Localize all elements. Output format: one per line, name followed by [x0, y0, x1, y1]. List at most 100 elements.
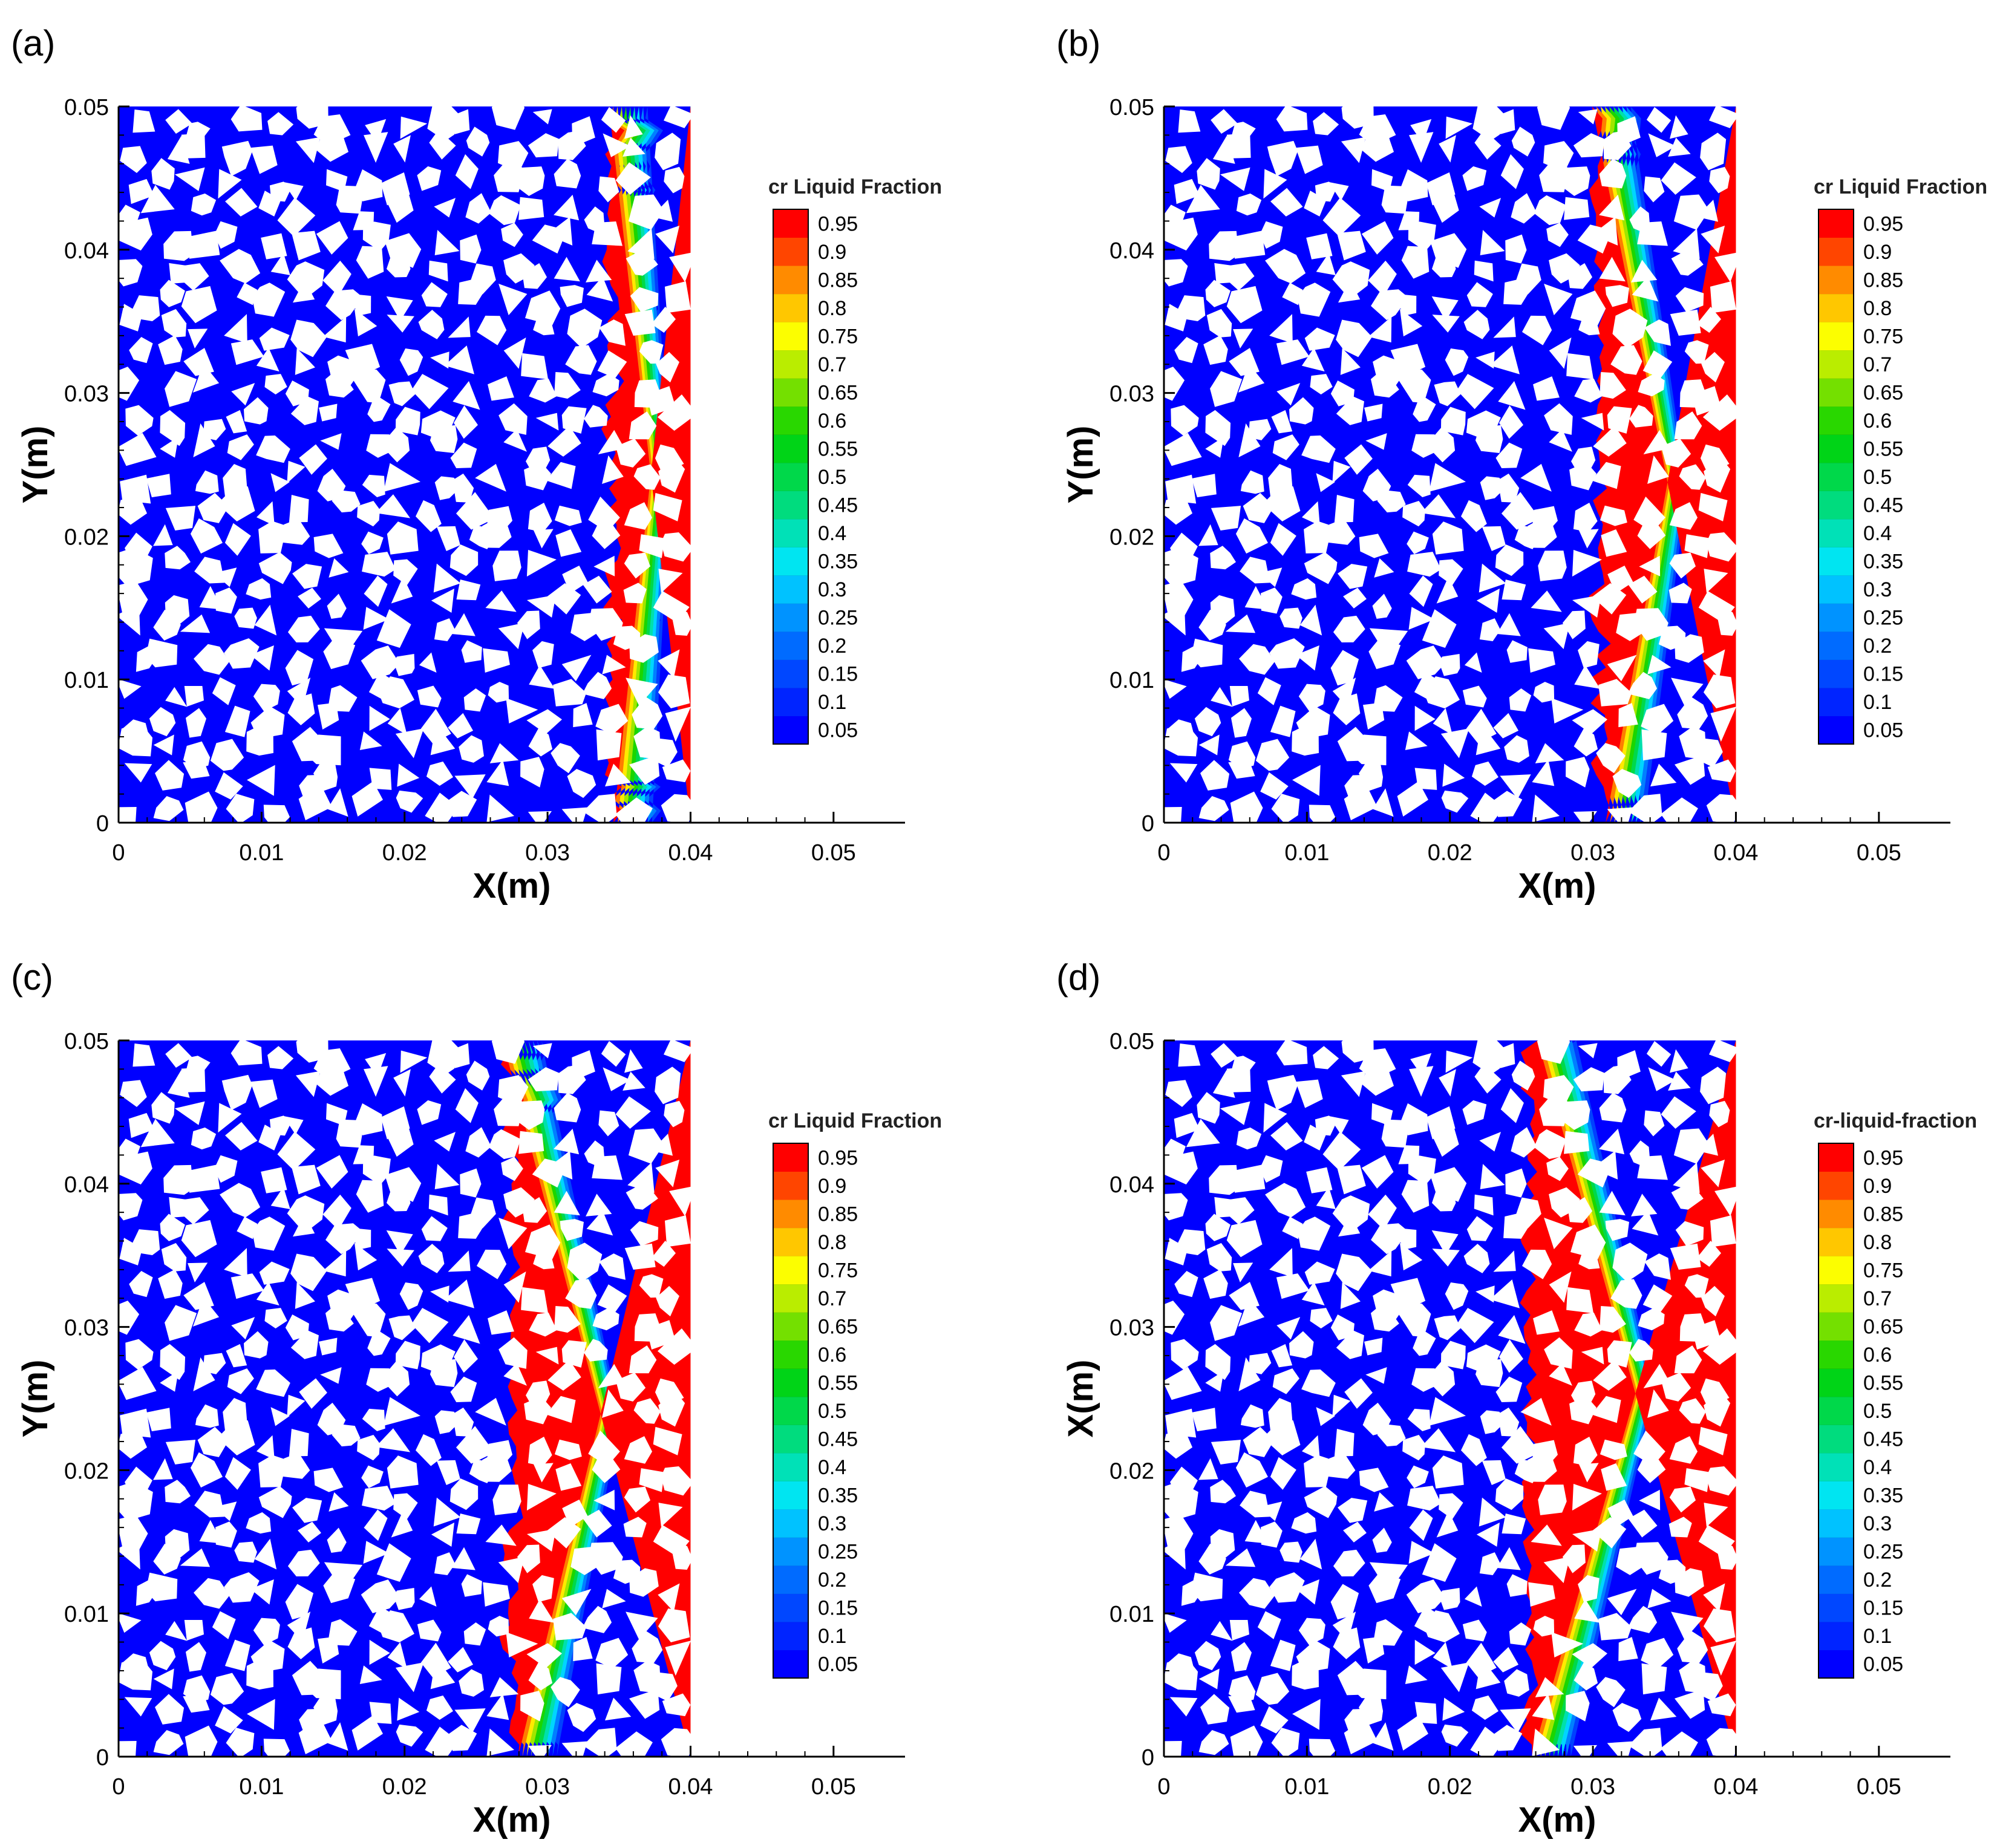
particle	[450, 1376, 477, 1402]
particle	[181, 286, 217, 324]
particle	[661, 532, 694, 562]
particle	[487, 506, 513, 529]
particle	[1423, 1610, 1460, 1643]
particle	[1234, 1164, 1266, 1193]
legend-level-label: 0.75	[1863, 1259, 1903, 1282]
particle	[322, 1194, 351, 1230]
particle	[351, 781, 384, 817]
particle	[1260, 1155, 1283, 1183]
particle	[244, 397, 269, 425]
particle	[1304, 1455, 1333, 1487]
particle	[1263, 1103, 1287, 1133]
legend-level-label: 0.35	[818, 550, 858, 573]
particle	[269, 181, 292, 202]
legend-swatch	[773, 1621, 808, 1650]
particle	[1514, 1197, 1541, 1229]
particle	[1191, 474, 1217, 498]
particle	[167, 135, 190, 164]
particle	[1535, 1677, 1564, 1697]
legend-frame	[773, 1143, 809, 1679]
particle	[1668, 1071, 1691, 1091]
particle	[1255, 739, 1290, 771]
legend-level-label: 0.55	[1863, 437, 1903, 460]
particle	[656, 1285, 679, 1317]
particle	[1704, 1503, 1728, 1527]
particle	[1474, 1063, 1502, 1094]
particle	[468, 1197, 496, 1229]
legend-level-label: 0.45	[1863, 494, 1903, 517]
particle	[296, 93, 328, 129]
particle	[1684, 1274, 1709, 1298]
particle	[1165, 1080, 1192, 1107]
particle	[669, 1186, 696, 1216]
legend-frame	[773, 209, 809, 745]
particle	[1409, 575, 1433, 607]
particle	[627, 228, 655, 260]
particle	[1276, 1273, 1310, 1299]
particle	[1358, 1695, 1384, 1726]
particle	[1161, 1612, 1187, 1633]
particle	[298, 587, 321, 609]
legend-swatch	[1819, 1396, 1854, 1425]
particle	[1295, 1579, 1319, 1605]
particle	[436, 526, 460, 551]
particle	[1701, 1159, 1725, 1187]
particle	[125, 405, 154, 436]
particle	[521, 353, 549, 380]
particle	[1374, 558, 1394, 578]
particle	[1352, 734, 1387, 766]
particle	[1298, 684, 1325, 711]
particle	[1600, 1305, 1626, 1333]
particle	[1574, 1661, 1598, 1691]
legend-swatch	[1819, 659, 1854, 688]
particle	[1211, 1043, 1238, 1068]
particle	[287, 1394, 306, 1418]
particle	[1647, 455, 1669, 485]
particle	[119, 304, 143, 331]
legend-level-label: 0.1	[1863, 691, 1892, 714]
particle	[657, 1328, 698, 1365]
particle	[1629, 405, 1653, 428]
x-tick-label: 0.02	[382, 840, 427, 866]
particle	[1661, 1373, 1691, 1402]
particle	[1255, 1673, 1290, 1705]
particle	[498, 141, 529, 172]
particle	[639, 1468, 665, 1492]
particle	[1194, 1641, 1221, 1671]
legend-swatch	[773, 659, 808, 688]
particle	[1332, 677, 1356, 708]
particle	[327, 1619, 358, 1646]
particle	[1431, 1230, 1459, 1255]
particle	[1670, 115, 1688, 139]
legend-level-label: 0.65	[1863, 1315, 1903, 1338]
particle	[1482, 526, 1506, 551]
legend-level-label: 0.3	[818, 1512, 846, 1535]
particle	[364, 1066, 388, 1097]
particle	[1698, 1525, 1735, 1557]
particle	[1200, 760, 1230, 791]
particle	[1271, 1727, 1300, 1758]
particle	[1407, 1486, 1442, 1511]
particle	[583, 1728, 617, 1760]
particle	[1628, 1728, 1662, 1760]
particle	[1197, 158, 1220, 190]
particle	[250, 1579, 274, 1605]
particle	[145, 1572, 178, 1602]
particle	[1397, 781, 1429, 817]
particle	[1408, 1541, 1435, 1564]
particle	[1708, 1039, 1740, 1062]
particle	[267, 1046, 294, 1069]
particle	[468, 263, 496, 295]
particle	[237, 282, 258, 305]
particle	[1571, 446, 1596, 472]
particle	[1210, 371, 1243, 407]
particle	[218, 169, 242, 199]
particle	[1276, 383, 1301, 406]
particle	[1292, 1699, 1321, 1730]
particle	[1289, 397, 1314, 425]
particle	[1296, 706, 1330, 739]
legend-swatch	[1819, 575, 1854, 604]
particle	[322, 260, 351, 296]
particle	[322, 1250, 347, 1277]
particle	[1243, 1426, 1274, 1457]
